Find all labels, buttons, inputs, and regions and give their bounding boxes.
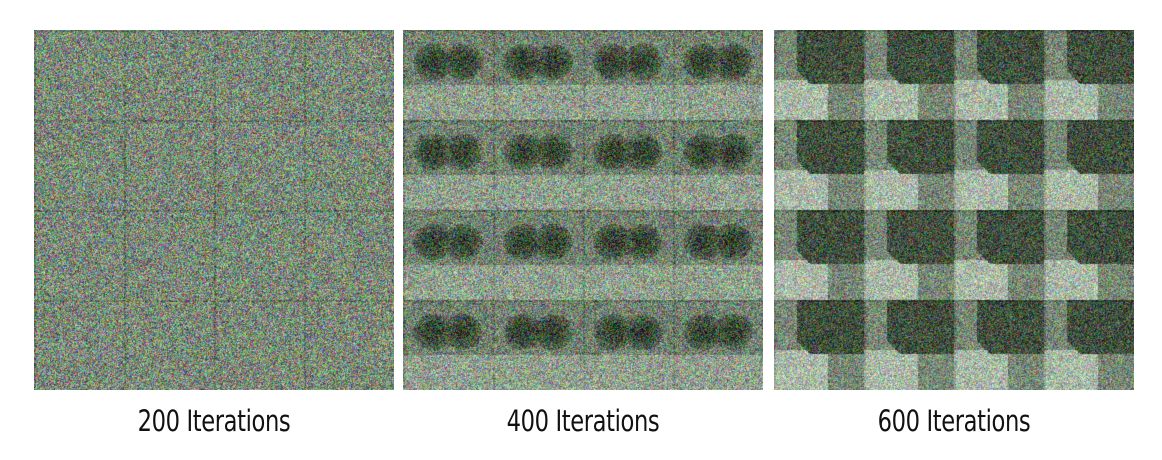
generated-samples-grid-600: [774, 30, 1134, 390]
caption-600-iterations: 600 Iterations: [877, 404, 1031, 438]
caption-200-iterations: 200 Iterations: [137, 404, 291, 438]
samples-image-600: [774, 30, 1134, 390]
samples-image-400: [403, 30, 763, 390]
generated-samples-grid-400: [403, 30, 763, 390]
caption-400-iterations: 400 Iterations: [506, 404, 660, 438]
samples-image-200: [34, 30, 394, 390]
generated-samples-grid-200: [34, 30, 394, 390]
